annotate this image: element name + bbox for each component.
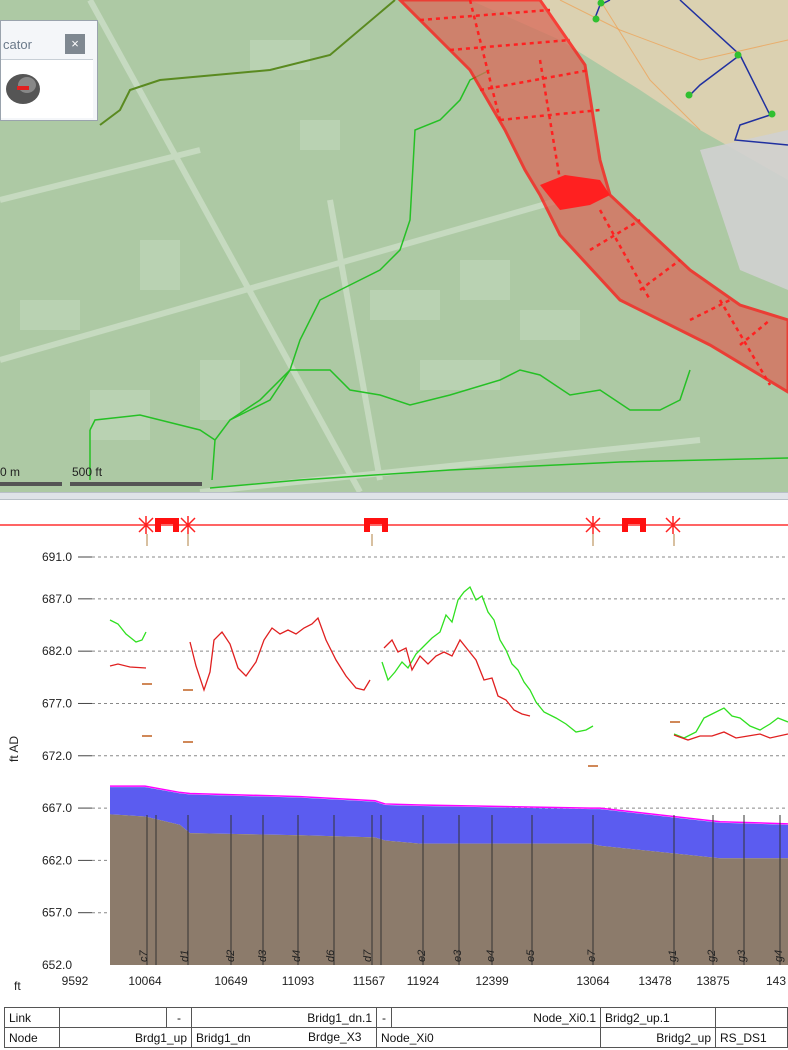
table-cell: Node_Xi0 xyxy=(376,1027,601,1048)
x-tick-label: 13478 xyxy=(638,974,672,988)
row-header-link: Link xyxy=(4,1007,60,1028)
y-tick-label: 662.0 xyxy=(42,853,72,867)
node-label: g2 xyxy=(706,950,718,962)
locator-title: cator xyxy=(3,37,32,52)
x-tick-label: 9592 xyxy=(62,974,89,988)
node-marker-icon[interactable] xyxy=(138,516,154,534)
x-tick-label: 143 xyxy=(766,974,786,988)
ground-area xyxy=(110,814,788,965)
table-cell: Bridg2_up.1 xyxy=(600,1007,716,1028)
bridge-structure-icon[interactable] xyxy=(364,518,388,532)
table-cell: - xyxy=(376,1007,392,1028)
red-series-segment xyxy=(383,638,531,717)
node-label: e5 xyxy=(525,949,537,962)
table-row-node: Node Brdg1_up Bridg1_dn Node_Xi0 Bridg2_… xyxy=(4,1027,788,1048)
node-label: e3 xyxy=(452,949,464,962)
row-header-node: Node xyxy=(4,1027,60,1048)
node-label: g4 xyxy=(773,950,785,962)
node-label: g1 xyxy=(667,950,679,962)
locator-map-icon xyxy=(6,74,40,104)
red-series-segment xyxy=(109,663,147,669)
y-tick-label: 677.0 xyxy=(42,696,72,710)
y-tick-label: 672.0 xyxy=(42,749,72,763)
node-label: d3 xyxy=(257,949,269,962)
table-cell: Bridg2_up xyxy=(600,1027,716,1048)
x-tick-label: 10064 xyxy=(128,974,162,988)
green-series-line xyxy=(381,585,594,733)
bridge-structure-icon[interactable] xyxy=(622,518,646,532)
x-unit-label: ft xyxy=(14,979,21,993)
y-axis-label: ft AD xyxy=(7,736,21,762)
node-label: e4 xyxy=(485,950,497,962)
y-tick-label: 667.0 xyxy=(42,801,72,815)
node-label: d1 xyxy=(179,950,191,962)
profile-data-table: Link - Bridg1_dn.1 - Node_Xi0.1 Bridg2_u… xyxy=(4,1007,788,1048)
x-tick-label: 11093 xyxy=(282,974,315,988)
y-tick-label: 682.0 xyxy=(42,644,72,658)
x-tick-label: 11567 xyxy=(353,974,386,988)
table-cell: Bridg1_dn.1 xyxy=(191,1007,377,1028)
table-cell: - xyxy=(166,1007,192,1028)
node-label: d4 xyxy=(291,950,303,962)
map-view[interactable]: cator × 0 m 500 ft xyxy=(0,0,788,492)
close-icon[interactable]: × xyxy=(65,34,85,54)
x-tick-label: 12399 xyxy=(475,974,509,988)
table-cell: Brdg1_up xyxy=(59,1027,192,1048)
node-label: e7 xyxy=(586,949,598,962)
node-label: g3 xyxy=(736,949,748,962)
red-series-line xyxy=(189,616,371,693)
green-series-segment xyxy=(673,707,788,739)
table-cell: Bridg1_dn xyxy=(191,1027,377,1048)
y-tick-label: 657.0 xyxy=(42,906,72,920)
water-surface-area xyxy=(110,787,788,859)
node-label: c7 xyxy=(138,950,150,963)
bridge-structure-icon[interactable] xyxy=(155,518,179,532)
y-tick-label: 691.0 xyxy=(42,550,72,564)
table-cell xyxy=(715,1007,788,1028)
max-level-line xyxy=(110,785,788,825)
node-marker-icon[interactable] xyxy=(180,516,196,534)
node-label: d7 xyxy=(362,949,374,962)
locator-thumbnail[interactable] xyxy=(1,59,93,118)
scale-left-label: 0 m xyxy=(0,465,21,479)
node-marker-icon[interactable] xyxy=(585,516,601,534)
node-marker-icon[interactable] xyxy=(665,516,681,534)
red-series-segment xyxy=(673,731,788,741)
splitter[interactable] xyxy=(0,492,788,500)
green-series-segment xyxy=(109,619,147,643)
table-cell: RS_DS1 xyxy=(715,1027,788,1048)
node-label: e2 xyxy=(416,950,428,962)
table-cell xyxy=(59,1007,167,1028)
scale-right-label: 500 ft xyxy=(72,465,103,479)
x-tick-label: 13064 xyxy=(576,974,610,988)
x-tick-label: 10649 xyxy=(214,974,248,988)
x-tick-label: 11924 xyxy=(407,974,440,988)
y-tick-label: 652.0 xyxy=(42,958,72,972)
node-label: d6 xyxy=(325,949,337,962)
y-tick-label: 687.0 xyxy=(42,592,72,606)
x-tick-label: 13875 xyxy=(696,974,730,988)
long-section-profile[interactable]: 691.0 687.0 682.0 677.0 672.0 667.0 662.0 657.0… xyxy=(0,500,788,1005)
node-label: d2 xyxy=(225,950,237,962)
table-cell: Node_Xi0.1 xyxy=(391,1007,601,1028)
map-canvas[interactable] xyxy=(0,0,788,492)
table-cell-brdge-x3: Brdge_X3 xyxy=(308,1030,362,1044)
locator-window[interactable]: cator × xyxy=(0,20,98,121)
table-row-link: Link - Bridg1_dn.1 - Node_Xi0.1 Bridg2_u… xyxy=(4,1007,788,1028)
